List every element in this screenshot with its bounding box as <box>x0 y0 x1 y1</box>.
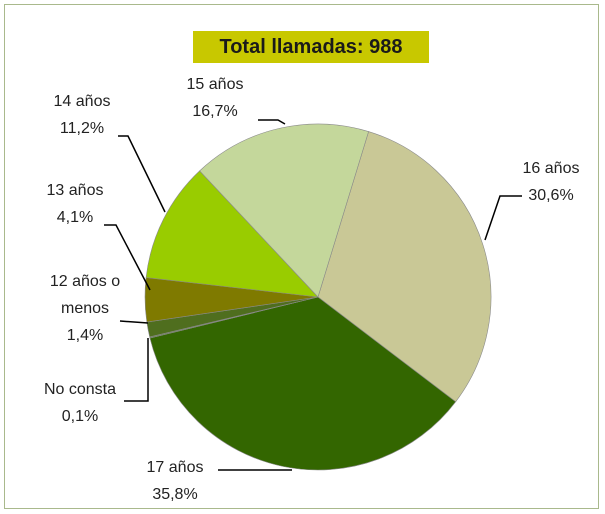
leader-line <box>484 195 522 241</box>
leader-line <box>124 338 149 402</box>
chart-title: Total llamadas: 988 <box>193 31 429 63</box>
value-label: 11,2% <box>59 120 105 137</box>
slice-label: 12 años o menos 1,4% <box>35 268 135 349</box>
slice-label: 13 años 4,1% <box>25 177 125 231</box>
pie-slice <box>199 123 369 298</box>
value-label: 35,8% <box>152 486 198 503</box>
pie-slice <box>149 296 457 471</box>
category-label: 14 años <box>53 93 111 110</box>
slice-label: 14 años 11,2% <box>32 88 132 142</box>
slice-label: 15 años 16,7% <box>165 71 265 125</box>
pie-slice <box>317 131 492 403</box>
category-label: 12 años o menos <box>49 273 121 317</box>
leader-line <box>104 224 151 291</box>
value-label: 0,1% <box>61 408 99 425</box>
value-label: 1,4% <box>66 327 104 344</box>
category-label: 17 años <box>146 459 204 476</box>
category-label: 16 años <box>522 160 580 177</box>
slice-label: 16 años 30,6% <box>506 155 596 209</box>
value-label: 30,6% <box>528 187 574 204</box>
slice-label: 17 años 35,8% <box>125 454 225 508</box>
category-label: 13 años <box>46 182 104 199</box>
leader-line <box>119 320 149 324</box>
category-label: No consta <box>43 381 117 398</box>
frame <box>4 4 599 509</box>
value-label: 4,1% <box>56 209 94 226</box>
value-label: 16,7% <box>192 103 238 120</box>
slice-label: No consta 0,1% <box>20 376 140 430</box>
leader-line <box>118 135 166 213</box>
category-label: 15 años <box>186 76 244 93</box>
leader-line <box>258 119 286 125</box>
pie-slice <box>145 170 319 298</box>
